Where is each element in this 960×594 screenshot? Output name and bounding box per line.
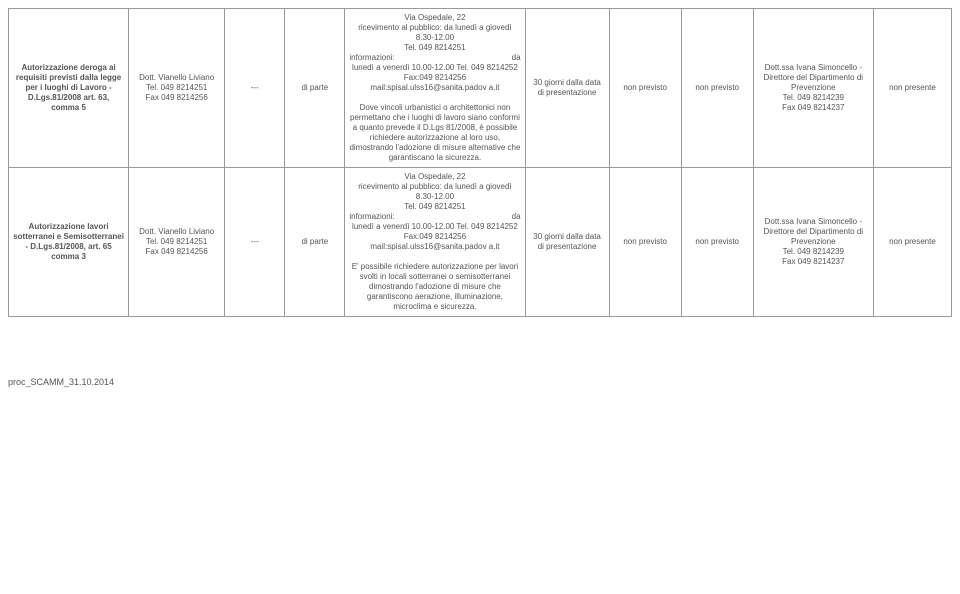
addr-line: mail:spisal.ulss16@sanita.padov a.it <box>370 242 499 251</box>
cell-nonpresente: non presente <box>873 9 951 168</box>
footer-text: proc_SCAMM_31.10.2014 <box>8 377 952 387</box>
cell-director: Dott.ssa Ivana Simoncello - Direttore de… <box>753 168 873 317</box>
dir-line: Tel. 049 8214239 <box>783 247 844 256</box>
dir-line: Dott.ssa Ivana Simoncello - Direttore de… <box>763 217 863 246</box>
resp-name: Dott. Vianello Liviano <box>139 73 214 82</box>
resp-name: Dott. Vianello Liviano <box>139 227 214 236</box>
desc-text: E' possibile richiedere autorizzazione p… <box>352 262 519 311</box>
addr-line: lunedì a venerdì 10.00-12.00 Tel. 049 82… <box>352 222 518 231</box>
dir-line: Fax 049 8214237 <box>782 257 844 266</box>
cell-title: Autorizzazione deroga ai requisiti previ… <box>9 9 129 168</box>
addr-line: ricevimento al pubblico: da lunedì a gio… <box>358 23 511 42</box>
resp-tel: Tel. 049 8214251 <box>146 237 207 246</box>
cell-title: Autorizzazione lavori sotterranei e Semi… <box>9 168 129 317</box>
cell-diparte: di parte <box>285 168 345 317</box>
addr-info-line: informazioni: da <box>349 53 520 63</box>
resp-fax: Fax 049 8214256 <box>146 247 208 256</box>
table-row: Autorizzazione deroga ai requisiti previ… <box>9 9 952 168</box>
addr-line: Via Ospedale, 22 <box>404 172 465 181</box>
cell-nonpresente: non presente <box>873 168 951 317</box>
cell-dash: --- <box>225 9 285 168</box>
cell-responsible: Dott. Vianello Liviano Tel. 049 8214251 … <box>129 168 225 317</box>
cell-dash: --- <box>225 168 285 317</box>
addr-line: Via Ospedale, 22 <box>404 13 465 22</box>
procedures-table: Autorizzazione deroga ai requisiti previ… <box>8 8 952 317</box>
cell-address-desc: Via Ospedale, 22 ricevimento al pubblico… <box>345 9 525 168</box>
resp-fax: Fax 049 8214256 <box>146 93 208 102</box>
dir-line: Tel. 049 8214239 <box>783 93 844 102</box>
resp-tel: Tel. 049 8214251 <box>146 83 207 92</box>
cell-nonprev1: non previsto <box>609 9 681 168</box>
desc-text: Dove vincoli urbanistici o architettonic… <box>349 103 520 162</box>
cell-responsible: Dott. Vianello Liviano Tel. 049 8214251 … <box>129 9 225 168</box>
cell-nonprev1: non previsto <box>609 168 681 317</box>
cell-diparte: di parte <box>285 9 345 168</box>
addr-line: Tel. 049 8214251 <box>404 202 465 211</box>
addr-line: lunedì a venerdì 10.00-12.00 Tel. 049 82… <box>352 63 518 72</box>
addr-line: Tel. 049 8214251 <box>404 43 465 52</box>
cell-director: Dott.ssa Ivana Simoncello - Direttore de… <box>753 9 873 168</box>
cell-term: 30 giorni dalla data di presentazione <box>525 9 609 168</box>
dir-line: Dott.ssa Ivana Simoncello - Direttore de… <box>763 63 863 92</box>
cell-nonprev2: non previsto <box>681 9 753 168</box>
addr-info-line: informazioni: da <box>349 212 520 222</box>
dir-line: Fax 049 8214237 <box>782 103 844 112</box>
addr-line: mail:spisal.ulss16@sanita.padov a.it <box>370 83 499 92</box>
addr-line: Fax:049 8214256 <box>404 73 466 82</box>
cell-term: 30 giorni dalla data di presentazione <box>525 168 609 317</box>
addr-line: Fax:049 8214256 <box>404 232 466 241</box>
table-row: Autorizzazione lavori sotterranei e Semi… <box>9 168 952 317</box>
cell-nonprev2: non previsto <box>681 168 753 317</box>
cell-address-desc: Via Ospedale, 22 ricevimento al pubblico… <box>345 168 525 317</box>
addr-line: ricevimento al pubblico: da lunedì a gio… <box>358 182 511 201</box>
